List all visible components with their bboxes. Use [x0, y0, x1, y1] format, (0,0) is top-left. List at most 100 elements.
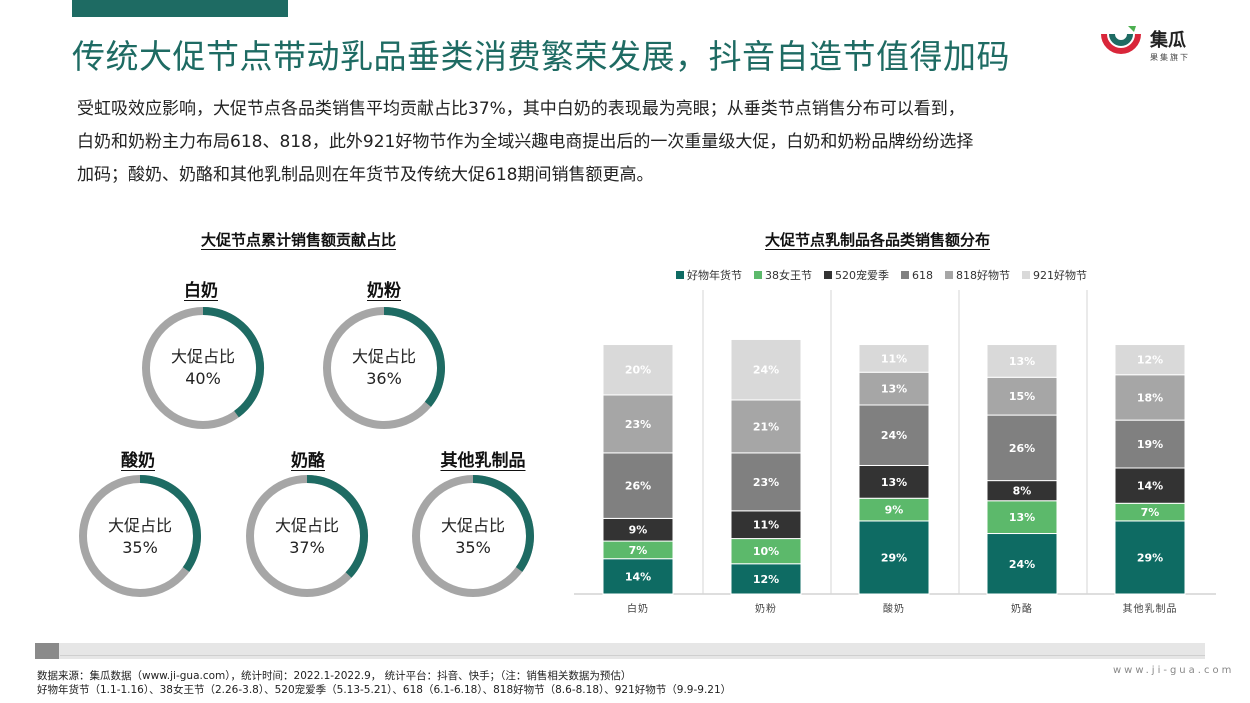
donut-center-label: 大促占比	[274, 516, 339, 535]
donut-arc	[472, 475, 534, 572]
data-label: 29%	[881, 551, 907, 564]
data-label: 26%	[1009, 442, 1035, 455]
intro-line: 白奶和奶粉主力布局618、818，此外921好物节作为全域兴趣电商提出后的一次重…	[77, 132, 974, 152]
bar-segment	[602, 394, 674, 454]
bar-segment	[730, 338, 802, 401]
bar-segment	[858, 371, 930, 406]
data-label: 18%	[1137, 391, 1163, 404]
bar-segment	[602, 452, 674, 519]
data-label: 13%	[1009, 355, 1035, 368]
x-tick-label: 奶粉	[755, 602, 777, 615]
legend-swatch	[824, 271, 832, 279]
top-accent-bar	[72, 0, 288, 17]
legend-item: 38女王节	[754, 267, 812, 283]
donut-label: 酸奶	[121, 451, 155, 471]
legend-label: 38女王节	[765, 269, 812, 282]
data-label: 29%	[1137, 551, 1163, 564]
bar-section-title: 大促节点乳制品各品类销售额分布	[765, 231, 991, 249]
bar-segment	[986, 344, 1058, 378]
donut-center-value: 37%	[289, 538, 325, 557]
bar-segment	[858, 344, 930, 373]
donut-label: 奶酪	[291, 451, 325, 471]
footer-periods: 好物年货节（1.1-1.16）、38女王节（2.26-3.8）、520宠爱季（5…	[37, 684, 732, 696]
data-label: 7%	[629, 544, 648, 557]
bar-segment	[986, 533, 1058, 595]
legend-label: 618	[912, 268, 933, 282]
site-url: www.ji-gua.com	[1113, 665, 1235, 676]
bar-segment	[1114, 374, 1186, 421]
chart-legend: 好物年货节 38女王节 520宠爱季 618 818好物节 921好物节	[676, 267, 1099, 283]
legend-item: 618	[901, 267, 933, 283]
data-label: 24%	[1009, 558, 1035, 571]
legend-label: 818好物节	[956, 269, 1010, 282]
data-label: 23%	[625, 418, 651, 431]
data-label: 24%	[881, 429, 907, 442]
donut-center-label: 大促占比	[170, 347, 235, 366]
data-label: 26%	[625, 480, 651, 493]
bar-segment	[730, 538, 802, 565]
x-tick-label: 奶酪	[1011, 602, 1033, 615]
donut-chart-cheese	[246, 475, 368, 597]
donut-center-text: 大促占比 37%	[247, 515, 367, 559]
donut-center-value: 36%	[366, 369, 402, 388]
donut-arc	[383, 307, 445, 407]
intro-line: 加码；酸奶、奶酪和其他乳制品则在年货节及传统大促618期间销售额更高。	[77, 165, 654, 185]
logo-subtitle: 果集旗下	[1150, 53, 1190, 62]
donut-label: 白奶	[184, 281, 218, 301]
bottom-progress-track	[35, 643, 1205, 659]
data-label: 14%	[625, 570, 651, 583]
logo-name: 集瓜	[1150, 30, 1186, 51]
intro-text: 受虹吸效应影响，大促节点各品类销售平均贡献占比37%，其中白奶的表现最为亮眼；从…	[77, 93, 1197, 192]
data-label: 21%	[753, 420, 779, 433]
bottom-progress-marker	[35, 643, 59, 659]
donut-center-text: 大促占比 35%	[80, 515, 200, 559]
x-tick-label: 白奶	[627, 602, 649, 615]
donut-center-value: 35%	[122, 538, 158, 557]
data-label: 7%	[1141, 506, 1160, 519]
donut-center-label: 大促占比	[107, 516, 172, 535]
donut-label: 其他乳制品	[440, 451, 526, 471]
legend-label: 好物年货节	[687, 269, 742, 282]
bar-segment	[730, 510, 802, 540]
data-label: 19%	[1137, 438, 1163, 451]
stacked-bar-chart: 14% 7% 9% 26% 23% 20% 白奶 12% 10% 11% 23% 21% 24% 奶粉 29…	[574, 290, 1216, 615]
intro-line: 受虹吸效应影响，大促节点各品类销售平均贡献占比37%，其中白奶的表现最为亮眼；从…	[77, 99, 965, 119]
bar-segment	[986, 376, 1058, 416]
donut-center-text: 大促占比 40%	[143, 346, 263, 390]
data-label: 12%	[753, 573, 779, 586]
donut-chart-yogurt	[79, 475, 201, 597]
donut-center-text: 大促占比 36%	[324, 346, 444, 390]
data-label: 11%	[881, 352, 907, 365]
footer-source: 数据来源：集瓜数据（www.ji-gua.com），统计时间：2022.1-20…	[37, 670, 632, 682]
bar-segment	[858, 464, 930, 499]
bar-segment	[1114, 344, 1186, 376]
legend-swatch	[1022, 271, 1030, 279]
legend-swatch	[945, 271, 953, 279]
data-label: 23%	[753, 476, 779, 489]
data-label: 9%	[885, 504, 904, 517]
donut-center-label: 大促占比	[351, 347, 416, 366]
data-label: 13%	[881, 476, 907, 489]
donut-chart-white-milk	[142, 307, 264, 429]
bar-segment	[858, 520, 930, 595]
donut-center-value: 35%	[455, 538, 491, 557]
bottom-divider	[60, 655, 1205, 656]
footer-notes: 数据来源：集瓜数据（www.ji-gua.com），统计时间：2022.1-20…	[37, 669, 731, 697]
donut-section-title: 大促节点累计销售额贡献占比	[201, 231, 397, 249]
legend-item: 818好物节	[945, 267, 1010, 283]
donut-arc	[139, 475, 201, 572]
x-tick-label: 其他乳制品	[1123, 602, 1178, 615]
bar-segment	[986, 500, 1058, 535]
legend-swatch	[676, 271, 684, 279]
data-label: 9%	[629, 524, 648, 537]
page-title: 传统大促节点带动乳品垂类消费繁荣发展，抖音自造节值得加码	[72, 37, 1010, 76]
donut-label: 奶粉	[367, 281, 401, 301]
bar-segment	[602, 558, 674, 595]
legend-label: 921好物节	[1033, 269, 1087, 282]
legend-label: 520宠爱季	[835, 269, 889, 282]
data-label: 8%	[1013, 485, 1032, 498]
bar-segment	[1114, 419, 1186, 469]
legend-item: 520宠爱季	[824, 267, 889, 283]
donut-arc	[306, 475, 368, 578]
